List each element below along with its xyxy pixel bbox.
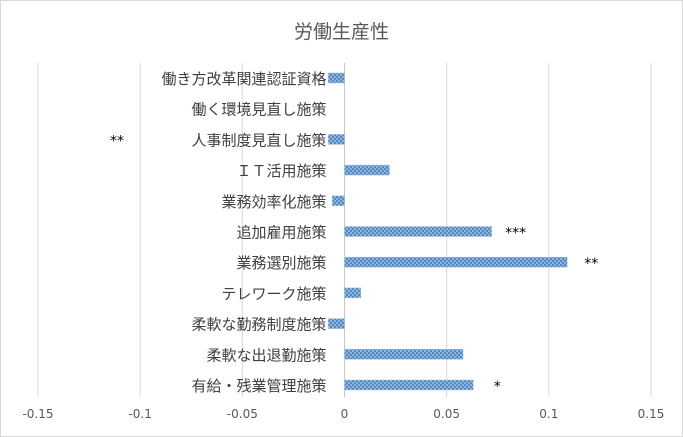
significance-marker: * — [494, 379, 501, 395]
category-label: 業務選別施策 — [236, 254, 326, 272]
bar — [344, 164, 390, 176]
bar — [331, 195, 345, 207]
x-tick-label: -0.15 — [22, 407, 53, 421]
x-tick-label: 0 — [341, 407, 349, 421]
x-tick-label: 0.1 — [539, 407, 558, 421]
significance-marker: *** — [505, 226, 526, 242]
x-tick-label: 0.15 — [638, 407, 665, 421]
category-label: 働き方改革関連認証資格 — [161, 70, 326, 88]
bar — [327, 318, 345, 329]
x-tick-label: -0.05 — [227, 407, 258, 421]
bar — [344, 226, 492, 237]
chart-title: 労働生産性 — [293, 21, 389, 43]
category-label: 追加雇用施策 — [236, 224, 326, 242]
category-label: 有給・残業管理施策 — [191, 377, 326, 395]
category-label: ＩＴ活用施策 — [236, 162, 326, 180]
bar — [327, 72, 345, 84]
category-label: 柔軟な出退勤施策 — [206, 346, 326, 364]
significance-marker: ** — [584, 256, 598, 272]
category-label: 業務効率化施策 — [221, 193, 326, 211]
category-label: テレワーク施策 — [221, 285, 326, 303]
bar — [344, 349, 464, 360]
bar — [344, 256, 568, 268]
category-label: 働く環境見直し施策 — [191, 101, 326, 119]
bar — [327, 134, 345, 145]
category-label: 人事制度見直し施策 — [191, 131, 326, 149]
significance-marker: ** — [110, 133, 124, 149]
category-label: 柔軟な勤務制度施策 — [191, 316, 326, 334]
x-tick-label: -0.1 — [128, 407, 151, 421]
bar — [344, 287, 362, 299]
x-tick-label: 0.05 — [433, 407, 460, 421]
bar — [344, 379, 474, 391]
